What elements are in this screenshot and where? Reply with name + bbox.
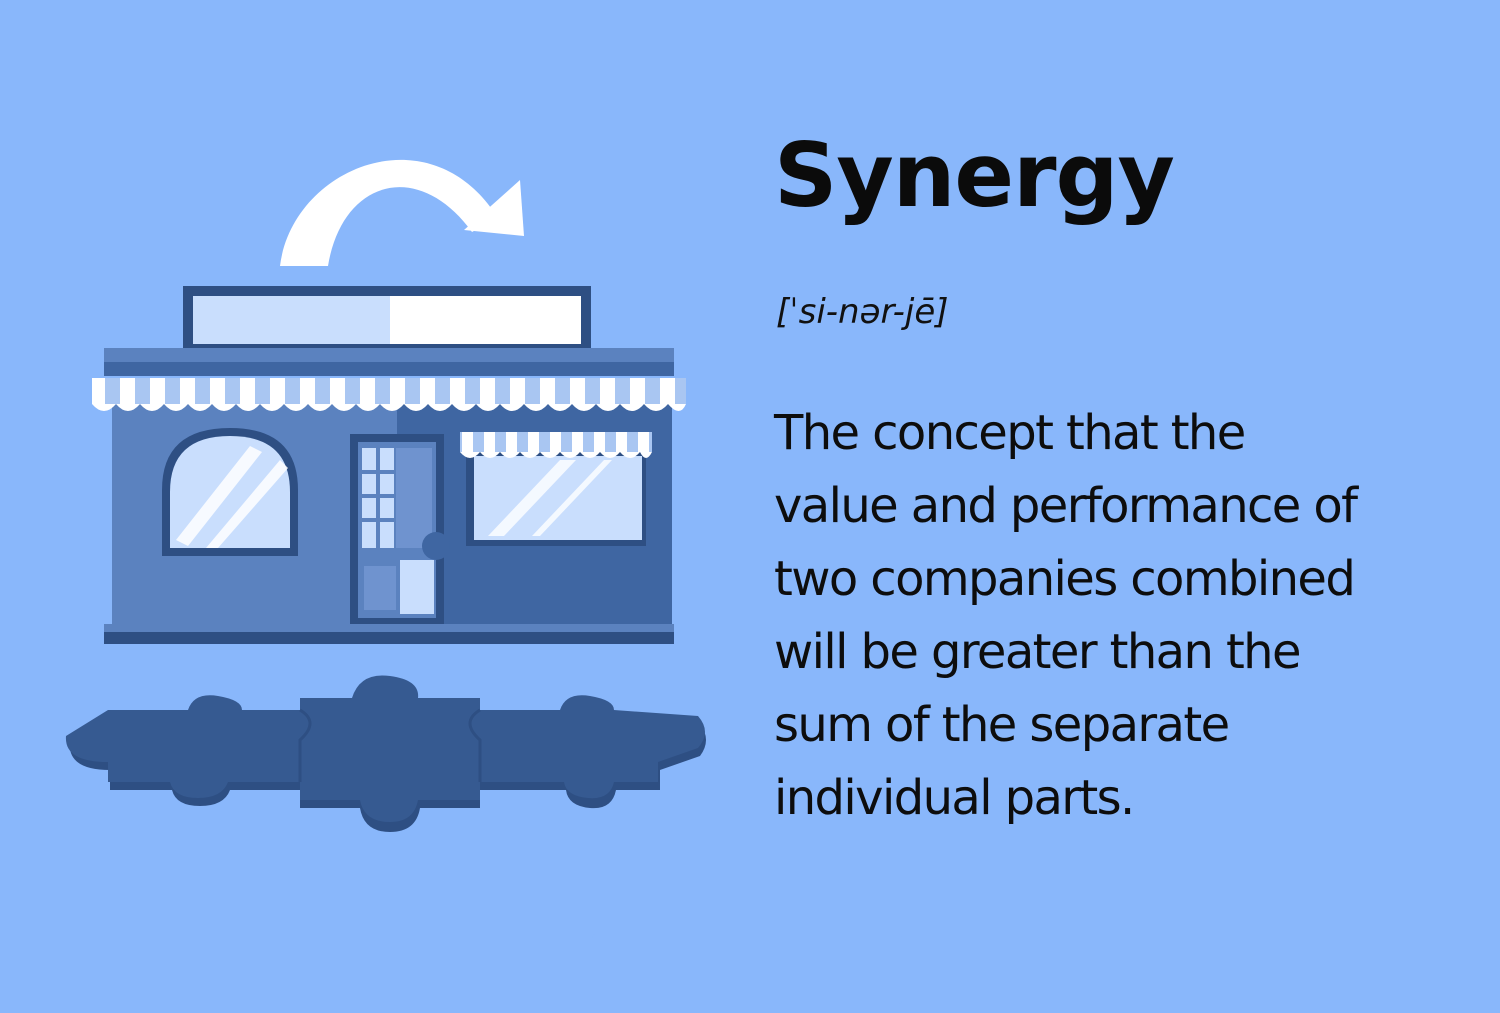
definition-line: The concept that the xyxy=(774,405,1246,461)
definition-line: two companies combined xyxy=(774,551,1356,607)
definition-line: individual parts. xyxy=(774,770,1135,826)
term-title: Synergy xyxy=(774,124,1175,227)
definition-line: sum of the separate xyxy=(774,697,1230,753)
definition: The concept that the value and performan… xyxy=(774,397,1474,835)
synergy-illustration xyxy=(65,159,706,832)
curved-arrow-icon xyxy=(280,159,524,266)
puzzle-pieces-icon xyxy=(65,675,706,832)
storefront-icon xyxy=(92,286,686,644)
pronunciation: [ˈsi-nər-jē] xyxy=(776,292,949,332)
blurred-watermark xyxy=(592,934,902,1004)
definition-line: will be greater than the xyxy=(774,624,1302,680)
definition-line: value and performance of xyxy=(774,478,1358,534)
